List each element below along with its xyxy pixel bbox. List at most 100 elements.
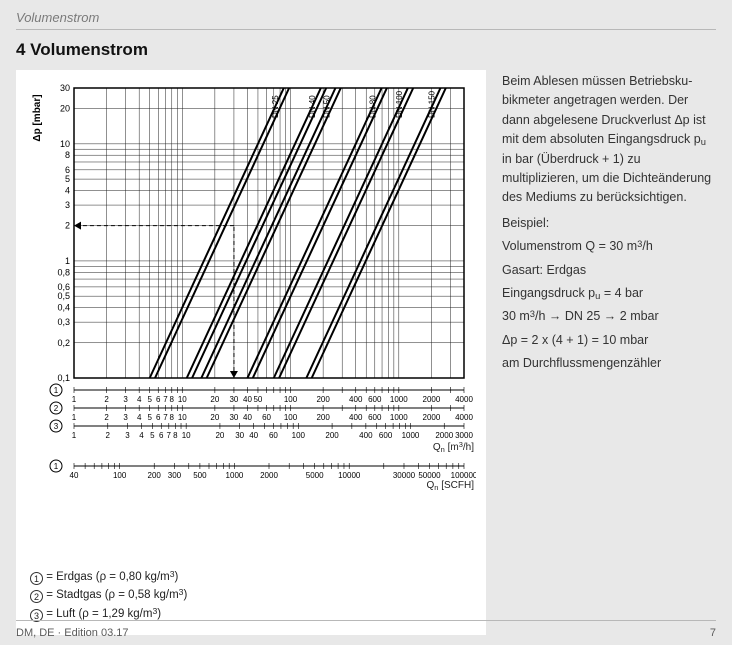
example-line: Gasart: Erdgas	[502, 261, 716, 280]
svg-text:4: 4	[137, 413, 142, 422]
legend: 1 = Erdgas (ρ = 0,80 kg/m3)2 = Stadtgas …	[26, 568, 476, 623]
svg-text:3: 3	[65, 200, 70, 210]
breadcrumb: Volumenstrom	[16, 10, 716, 30]
svg-text:200: 200	[325, 431, 339, 440]
svg-text:10: 10	[178, 395, 187, 404]
svg-text:600: 600	[368, 395, 382, 404]
svg-text:100: 100	[284, 413, 298, 422]
svg-text:5000: 5000	[306, 471, 324, 480]
svg-text:40: 40	[249, 431, 258, 440]
svg-text:0,1: 0,1	[57, 373, 70, 383]
svg-text:6: 6	[156, 395, 161, 404]
page-heading: 4 Volumenstrom	[16, 40, 716, 60]
svg-text:30: 30	[235, 431, 244, 440]
svg-text:8: 8	[170, 395, 175, 404]
svg-text:40: 40	[243, 395, 252, 404]
svg-text:1000: 1000	[390, 413, 408, 422]
svg-text:DN 100: DN 100	[395, 90, 404, 118]
svg-text:8: 8	[65, 150, 70, 160]
svg-text:100: 100	[113, 471, 127, 480]
svg-text:3: 3	[123, 413, 128, 422]
svg-text:5: 5	[147, 395, 152, 404]
svg-text:4000: 4000	[455, 395, 473, 404]
svg-text:1: 1	[72, 395, 77, 404]
svg-text:30: 30	[60, 83, 70, 93]
svg-text:30: 30	[229, 413, 238, 422]
svg-text:400: 400	[359, 431, 373, 440]
svg-text:20: 20	[60, 104, 70, 114]
svg-text:7: 7	[167, 431, 172, 440]
svg-text:1: 1	[54, 462, 59, 471]
svg-text:4: 4	[65, 185, 70, 195]
svg-text:4: 4	[137, 395, 142, 404]
page-footer: DM, DE · Edition 03.17 7	[16, 620, 716, 639]
legend-item: 1 = Erdgas (ρ = 0,80 kg/m3)	[30, 568, 476, 586]
flow-chart: 0,10,20,30,40,50,60,81234568102030Δp [mb…	[26, 80, 476, 560]
example-line: Eingangsdruck pu = 4 bar	[502, 284, 716, 304]
svg-text:1000: 1000	[390, 395, 408, 404]
svg-text:30: 30	[229, 395, 238, 404]
svg-text:DN 50: DN 50	[322, 95, 331, 118]
svg-text:2: 2	[65, 221, 70, 231]
footer-left: DM, DE · Edition 03.17	[16, 627, 129, 639]
svg-text:5: 5	[65, 174, 70, 184]
svg-text:0,5: 0,5	[57, 291, 70, 301]
svg-text:8: 8	[170, 413, 175, 422]
svg-text:0,4: 0,4	[57, 303, 70, 313]
svg-text:6: 6	[65, 165, 70, 175]
svg-text:100: 100	[292, 431, 306, 440]
svg-text:0,2: 0,2	[57, 338, 70, 348]
svg-text:1: 1	[72, 431, 77, 440]
svg-text:600: 600	[368, 413, 382, 422]
svg-text:40: 40	[70, 471, 79, 480]
example-line: am Durchflussmengenzähler	[502, 354, 716, 373]
example-line: 30 m3/h → DN 25 → 2 mbar	[502, 307, 716, 326]
svg-text:400: 400	[349, 395, 363, 404]
svg-text:3: 3	[123, 395, 128, 404]
svg-text:1: 1	[65, 256, 70, 266]
svg-text:0,6: 0,6	[57, 282, 70, 292]
svg-text:7: 7	[163, 413, 168, 422]
svg-text:6: 6	[156, 413, 161, 422]
svg-text:10: 10	[60, 139, 70, 149]
svg-text:200: 200	[316, 413, 330, 422]
description-panel: Beim Ablesen müssen Betriebsku­bikmeter …	[502, 70, 716, 635]
svg-text:1: 1	[54, 386, 59, 395]
footer-page: 7	[710, 627, 716, 639]
svg-text:30000: 30000	[393, 471, 416, 480]
svg-text:2: 2	[104, 413, 109, 422]
svg-text:4: 4	[139, 431, 144, 440]
svg-text:10: 10	[182, 431, 191, 440]
svg-text:500: 500	[193, 471, 207, 480]
svg-text:1000: 1000	[226, 471, 244, 480]
example-label: Beispiel:	[502, 214, 716, 233]
svg-text:3: 3	[125, 431, 130, 440]
svg-text:2000: 2000	[435, 431, 453, 440]
description-paragraph: Beim Ablesen müssen Betriebsku­bikmeter …	[502, 72, 716, 208]
svg-text:5: 5	[150, 431, 155, 440]
svg-text:DN 80: DN 80	[369, 95, 378, 118]
svg-text:Δp [mbar]: Δp [mbar]	[32, 94, 43, 141]
svg-text:200: 200	[316, 395, 330, 404]
svg-text:5: 5	[147, 413, 152, 422]
svg-text:4000: 4000	[455, 413, 473, 422]
svg-text:6: 6	[159, 431, 164, 440]
svg-text:50000: 50000	[418, 471, 441, 480]
svg-text:10: 10	[178, 413, 187, 422]
svg-text:20: 20	[210, 413, 219, 422]
svg-text:2: 2	[104, 395, 109, 404]
example-line: Δp = 2 x (4 + 1) = 10 mbar	[502, 331, 716, 350]
svg-text:600: 600	[379, 431, 393, 440]
svg-text:7: 7	[163, 395, 168, 404]
svg-text:200: 200	[148, 471, 162, 480]
svg-text:1: 1	[72, 413, 77, 422]
legend-item: 2 = Stadtgas (ρ = 0,58 kg/m3)	[30, 586, 476, 604]
svg-text:50: 50	[253, 395, 262, 404]
svg-text:100: 100	[284, 395, 298, 404]
svg-text:DN 150: DN 150	[427, 90, 436, 118]
svg-text:0,3: 0,3	[57, 317, 70, 327]
svg-text:10000: 10000	[338, 471, 361, 480]
svg-text:2000: 2000	[423, 413, 441, 422]
example-line: Volumenstrom Q = 30 m3/h	[502, 237, 716, 256]
svg-text:40: 40	[243, 413, 252, 422]
